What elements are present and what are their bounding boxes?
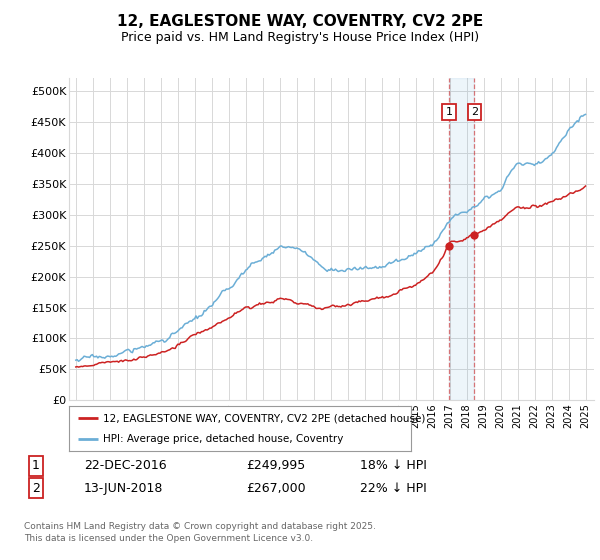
Text: 1: 1 xyxy=(446,107,452,117)
Text: 2: 2 xyxy=(471,107,478,117)
Text: Price paid vs. HM Land Registry's House Price Index (HPI): Price paid vs. HM Land Registry's House … xyxy=(121,31,479,44)
Text: 22% ↓ HPI: 22% ↓ HPI xyxy=(360,482,427,495)
Text: £249,995: £249,995 xyxy=(246,459,305,473)
Text: 18% ↓ HPI: 18% ↓ HPI xyxy=(360,459,427,473)
Text: £267,000: £267,000 xyxy=(246,482,305,495)
Text: 13-JUN-2018: 13-JUN-2018 xyxy=(84,482,163,495)
Text: 22-DEC-2016: 22-DEC-2016 xyxy=(84,459,167,473)
Text: HPI: Average price, detached house, Coventry: HPI: Average price, detached house, Cove… xyxy=(103,433,344,444)
Text: 12, EAGLESTONE WAY, COVENTRY, CV2 2PE: 12, EAGLESTONE WAY, COVENTRY, CV2 2PE xyxy=(117,14,483,29)
Text: 2: 2 xyxy=(32,482,40,495)
Text: 1: 1 xyxy=(32,459,40,473)
Text: Contains HM Land Registry data © Crown copyright and database right 2025.
This d: Contains HM Land Registry data © Crown c… xyxy=(24,522,376,543)
Text: 12, EAGLESTONE WAY, COVENTRY, CV2 2PE (detached house): 12, EAGLESTONE WAY, COVENTRY, CV2 2PE (d… xyxy=(103,413,425,423)
Bar xyxy=(449,78,475,400)
